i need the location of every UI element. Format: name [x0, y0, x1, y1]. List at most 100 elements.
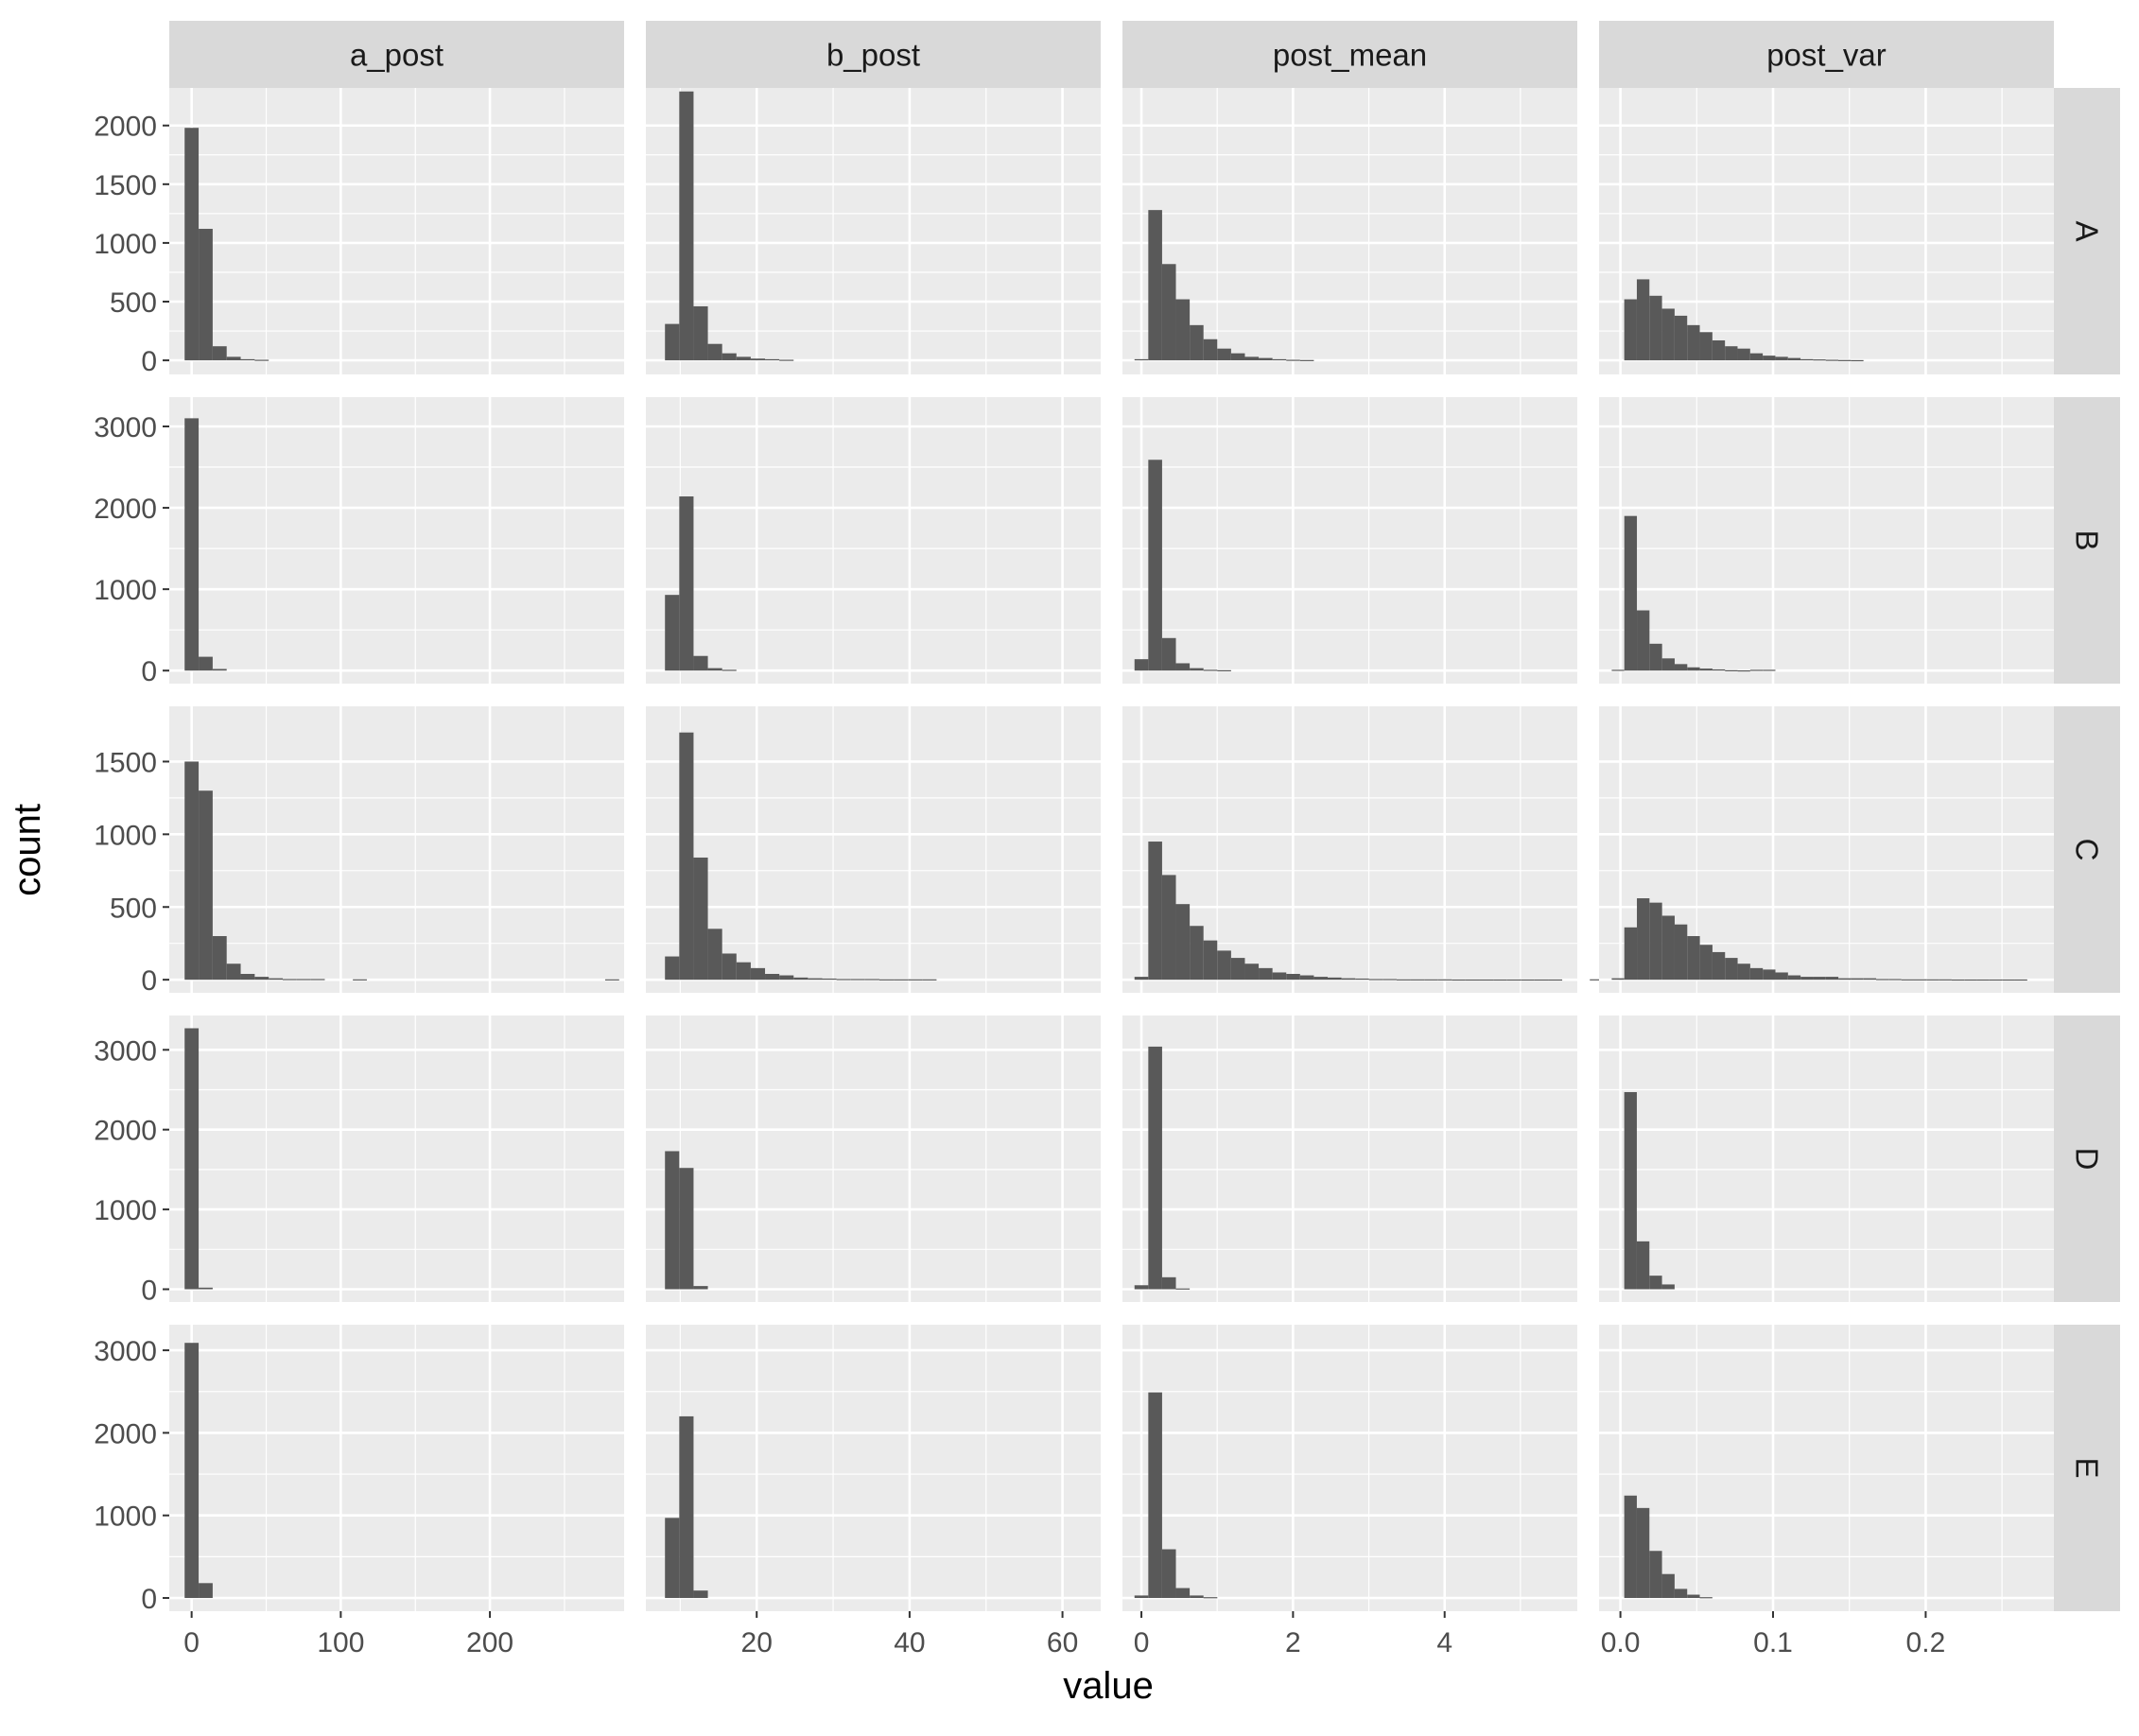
histogram-bar: [1521, 979, 1535, 981]
histogram-bar: [1712, 951, 1726, 981]
y-tick-label: 1000: [94, 1195, 157, 1226]
histogram-bar: [1328, 977, 1342, 981]
histogram-bar: [1989, 979, 2003, 981]
histogram-bar: [793, 977, 809, 981]
histogram-bar: [1725, 669, 1738, 671]
histogram-bar: [1674, 315, 1688, 361]
histogram-bar: [1299, 359, 1314, 361]
histogram-bar: [2014, 979, 2027, 981]
histogram-bar: [1775, 972, 1788, 981]
histogram-bar: [1190, 1595, 1204, 1599]
histogram-bar: [1674, 924, 1688, 981]
histogram-bar: [1637, 898, 1650, 981]
histogram-bar: [1479, 979, 1494, 981]
histogram-bar: [1951, 979, 1965, 981]
histogram-bar: [850, 979, 865, 981]
histogram-bar: [1190, 668, 1204, 671]
row-strip-label: B: [2070, 529, 2105, 550]
histogram-bar: [1424, 979, 1438, 981]
histogram-bar: [1368, 979, 1383, 981]
histogram-bar: [1725, 346, 1738, 361]
histogram-bar: [1286, 974, 1300, 981]
histogram-bar: [1493, 979, 1507, 981]
histogram-bar: [1161, 1549, 1176, 1599]
x-tick-label: 4: [1436, 1627, 1452, 1658]
x-tick-label: 0: [183, 1627, 200, 1658]
histogram-bar: [1148, 1392, 1162, 1599]
histogram-bar: [1661, 915, 1675, 981]
histogram-bar: [199, 229, 213, 361]
histogram-bar: [1190, 926, 1204, 981]
y-tick-label: 0: [141, 1584, 157, 1615]
histogram-bar: [1939, 979, 1952, 981]
histogram-bar: [779, 975, 794, 981]
histogram-bar: [254, 359, 270, 361]
histogram-bar: [1148, 1046, 1162, 1290]
histogram-bar: [1465, 979, 1480, 981]
x-tick-label: 20: [741, 1627, 773, 1658]
histogram-bar: [1175, 663, 1191, 671]
column-strip-b_post: [646, 21, 1101, 88]
histogram-bar: [750, 967, 766, 981]
panel-background: [169, 706, 624, 993]
histogram-bar: [1661, 1573, 1675, 1599]
histogram-bar: [1913, 979, 1927, 981]
histogram-bar: [1687, 324, 1700, 361]
histogram-bar: [1636, 279, 1650, 361]
histogram-bar: [1851, 978, 1864, 981]
histogram-bar: [212, 668, 227, 671]
histogram-bar: [1749, 967, 1764, 981]
histogram-bar: [707, 668, 722, 671]
y-tick-label: 2000: [94, 1418, 157, 1450]
histogram-bar: [1775, 356, 1788, 361]
histogram-bar: [864, 979, 879, 981]
histogram-bar: [1712, 668, 1726, 671]
histogram-bar: [922, 979, 937, 981]
histogram-bar: [184, 128, 200, 361]
histogram-bar: [1148, 460, 1162, 671]
histogram-bar: [665, 323, 680, 361]
histogram-bar: [1699, 668, 1713, 671]
histogram-bar: [1636, 1241, 1650, 1290]
histogram-bar: [353, 979, 367, 981]
y-tick-label: 1000: [94, 820, 157, 851]
panel-D-post_mean: [1122, 1016, 1577, 1302]
histogram-bar: [1175, 299, 1191, 361]
histogram-bar: [1749, 353, 1764, 361]
histogram-bar: [1217, 669, 1231, 671]
histogram-bar: [1203, 339, 1218, 361]
histogram-bar: [212, 346, 227, 361]
histogram-bar: [707, 929, 722, 981]
y-tick-label: 1000: [94, 575, 157, 606]
histogram-bar: [296, 979, 311, 981]
panel-D-post_var: [1599, 1016, 2054, 1302]
histogram-bar: [1976, 979, 1990, 981]
histogram-bar: [1787, 357, 1801, 361]
histogram-bar: [1611, 978, 1625, 981]
histogram-bar: [1506, 979, 1522, 981]
panel-C-b_post: [646, 706, 1101, 993]
y-tick-label: 1000: [94, 229, 157, 260]
histogram-bar: [1901, 979, 1914, 981]
histogram-bar: [722, 953, 737, 981]
histogram-bar: [1134, 977, 1149, 981]
x-tick-label: 0.1: [1753, 1627, 1793, 1658]
panel-A-b_post: [646, 88, 1101, 374]
panel-background: [646, 1016, 1101, 1302]
panel-background: [169, 88, 624, 374]
histogram-bar: [707, 343, 722, 361]
y-tick-label: 3000: [94, 412, 157, 443]
histogram-bar: [1888, 979, 1902, 981]
histogram-bar: [878, 979, 895, 981]
histogram-bar: [665, 595, 680, 671]
histogram-bar: [1737, 348, 1750, 361]
histogram-bar: [822, 978, 837, 981]
histogram-bar: [1649, 1276, 1662, 1290]
histogram-bar: [1355, 978, 1369, 981]
histogram-bar: [1687, 667, 1700, 671]
histogram-bar: [1286, 359, 1300, 361]
histogram-bar: [1230, 958, 1245, 981]
histogram-bar: [1148, 210, 1162, 361]
histogram-bar: [679, 496, 694, 671]
panel-B-post_mean: [1122, 397, 1577, 684]
